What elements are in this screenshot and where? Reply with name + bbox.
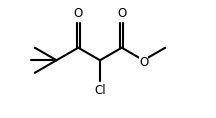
Text: O: O — [139, 56, 148, 69]
Text: O: O — [117, 7, 126, 20]
Text: O: O — [74, 7, 83, 20]
Text: Cl: Cl — [94, 84, 106, 97]
